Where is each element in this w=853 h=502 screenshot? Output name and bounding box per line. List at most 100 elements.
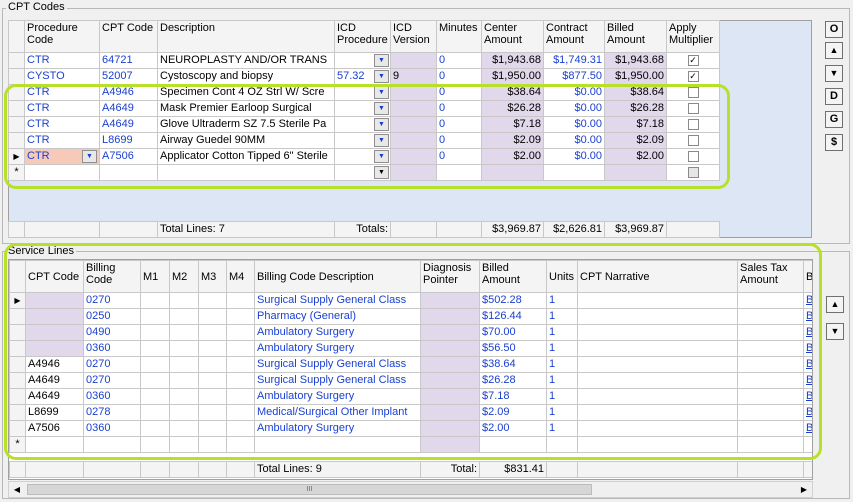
chevron-down-icon[interactable]: ▼ bbox=[374, 86, 389, 99]
row-selector[interactable] bbox=[8, 84, 25, 101]
cpt-row[interactable]: CTR A4649 Mask Premier Earloop Surgical ▼ 0 $… bbox=[8, 100, 720, 117]
cpt-code-cell[interactable]: A4649 bbox=[99, 100, 158, 117]
m3-cell[interactable] bbox=[198, 372, 227, 389]
service-row[interactable]: ▶ 0270 Surgical Supply General Class $502.2… bbox=[9, 292, 812, 309]
cpt-narrative-cell[interactable] bbox=[577, 404, 738, 421]
m2-cell[interactable] bbox=[169, 324, 199, 341]
apply-multiplier-cell[interactable] bbox=[666, 100, 720, 117]
m1-cell[interactable] bbox=[140, 436, 170, 453]
row-selector[interactable] bbox=[8, 132, 25, 149]
procedure-code-cell[interactable]: CYSTO bbox=[24, 68, 100, 85]
service-billed-amount-cell[interactable]: $126.44 bbox=[479, 308, 547, 325]
bi-cell[interactable]: Bi bbox=[803, 308, 812, 325]
billing-code-description-cell[interactable]: Surgical Supply General Class bbox=[254, 356, 421, 373]
chevron-down-icon[interactable]: ▼ bbox=[374, 70, 389, 83]
bi-cell[interactable]: Bi bbox=[803, 372, 812, 389]
g-button[interactable]: G bbox=[825, 111, 843, 128]
procedure-code-cell[interactable]: CTR bbox=[24, 132, 100, 149]
chevron-down-icon[interactable]: ▼ bbox=[374, 134, 389, 147]
billing-code-description-cell[interactable] bbox=[254, 436, 421, 453]
col-service-cpt-code[interactable]: CPT Code bbox=[25, 260, 84, 293]
service-row[interactable]: 0360 Ambulatory Surgery $56.501 Bi bbox=[9, 340, 812, 357]
billing-code-cell[interactable]: 0270 bbox=[83, 292, 141, 309]
col-m3[interactable]: M3 bbox=[198, 260, 227, 293]
billing-code-cell[interactable]: 0490 bbox=[83, 324, 141, 341]
service-move-up-button[interactable]: ▲ bbox=[826, 296, 844, 313]
m3-cell[interactable] bbox=[198, 420, 227, 437]
diagnosis-pointer-cell[interactable] bbox=[420, 404, 480, 421]
cpt-narrative-cell[interactable] bbox=[577, 340, 738, 357]
row-selector[interactable] bbox=[8, 116, 25, 133]
icd-procedure-dropdown[interactable]: ▼ bbox=[334, 116, 391, 133]
apply-multiplier-cell[interactable] bbox=[666, 148, 720, 165]
contract-amount-cell[interactable]: $0.00 bbox=[543, 116, 605, 133]
bi-cell[interactable]: Bi bbox=[803, 388, 812, 405]
bi-cell[interactable]: Bi bbox=[803, 340, 812, 357]
d-button[interactable]: D bbox=[825, 88, 843, 105]
service-row[interactable]: 0490 Ambulatory Surgery $70.001 Bi bbox=[9, 324, 812, 341]
icd-procedure-dropdown[interactable]: ▼ bbox=[334, 164, 391, 181]
col-units[interactable]: Units bbox=[546, 260, 578, 293]
procedure-code-cell[interactable] bbox=[24, 164, 100, 181]
units-cell[interactable]: 1 bbox=[546, 388, 578, 405]
units-cell[interactable]: 1 bbox=[546, 404, 578, 421]
diagnosis-pointer-cell[interactable] bbox=[420, 308, 480, 325]
contract-amount-cell[interactable]: $0.00 bbox=[543, 84, 605, 101]
service-billed-amount-cell[interactable]: $2.00 bbox=[479, 420, 547, 437]
col-billing-code[interactable]: Billing Code bbox=[83, 260, 141, 293]
procedure-code-cell[interactable]: CTR bbox=[24, 116, 100, 133]
billing-code-description-cell[interactable]: Surgical Supply General Class bbox=[254, 372, 421, 389]
row-selector[interactable] bbox=[8, 100, 25, 117]
chevron-down-icon[interactable]: ▼ bbox=[374, 166, 389, 179]
apply-multiplier-checkbox[interactable] bbox=[687, 166, 699, 178]
m2-cell[interactable] bbox=[169, 404, 199, 421]
description-cell[interactable] bbox=[157, 164, 335, 181]
units-cell[interactable]: 1 bbox=[546, 340, 578, 357]
cpt-code-cell[interactable] bbox=[99, 164, 158, 181]
billing-code-cell[interactable]: 0360 bbox=[83, 340, 141, 357]
m4-cell[interactable] bbox=[226, 436, 255, 453]
m1-cell[interactable] bbox=[140, 420, 170, 437]
m3-cell[interactable] bbox=[198, 292, 227, 309]
m1-cell[interactable] bbox=[140, 292, 170, 309]
diagnosis-pointer-cell[interactable] bbox=[420, 436, 480, 453]
cpt-narrative-cell[interactable] bbox=[577, 324, 738, 341]
m2-cell[interactable] bbox=[169, 388, 199, 405]
m1-cell[interactable] bbox=[140, 340, 170, 357]
current-row-indicator-icon[interactable]: ▶ bbox=[9, 292, 26, 309]
apply-multiplier-cell[interactable] bbox=[666, 164, 720, 181]
col-icd-version[interactable]: ICD Version bbox=[390, 20, 437, 53]
icd-procedure-dropdown[interactable]: ▼ bbox=[334, 148, 391, 165]
description-cell[interactable]: Glove Ultraderm SZ 7.5 Sterile Pa bbox=[157, 116, 335, 133]
diagnosis-pointer-cell[interactable] bbox=[420, 292, 480, 309]
cpt-narrative-cell[interactable] bbox=[577, 356, 738, 373]
procedure-code-cell[interactable]: CTR ▼ bbox=[24, 148, 100, 165]
row-selector[interactable] bbox=[8, 52, 25, 69]
procedure-code-cell[interactable]: CTR bbox=[24, 84, 100, 101]
description-cell[interactable]: Specimen Cont 4 OZ Strl W/ Scre bbox=[157, 84, 335, 101]
dollar-button[interactable]: $ bbox=[825, 134, 843, 151]
sales-tax-amount-cell[interactable] bbox=[737, 436, 804, 453]
minutes-cell[interactable] bbox=[436, 164, 482, 181]
units-cell[interactable] bbox=[546, 436, 578, 453]
diagnosis-pointer-cell[interactable] bbox=[420, 388, 480, 405]
billing-code-cell[interactable]: 0270 bbox=[83, 356, 141, 373]
apply-multiplier-cell[interactable] bbox=[666, 116, 720, 133]
service-billed-amount-cell[interactable]: $2.09 bbox=[479, 404, 547, 421]
billing-code-description-cell[interactable]: Pharmacy (General) bbox=[254, 308, 421, 325]
col-m2[interactable]: M2 bbox=[169, 260, 199, 293]
apply-multiplier-checkbox[interactable]: ✓ bbox=[687, 70, 699, 82]
minutes-cell[interactable]: 0 bbox=[436, 84, 482, 101]
icd-procedure-dropdown[interactable]: ▼ bbox=[334, 84, 391, 101]
contract-amount-cell[interactable]: $0.00 bbox=[543, 132, 605, 149]
diagnosis-pointer-cell[interactable] bbox=[420, 420, 480, 437]
description-cell[interactable]: Mask Premier Earloop Surgical bbox=[157, 100, 335, 117]
col-minutes[interactable]: Minutes bbox=[436, 20, 482, 53]
contract-amount-cell[interactable]: $0.00 bbox=[543, 100, 605, 117]
m1-cell[interactable] bbox=[140, 324, 170, 341]
row-selector[interactable] bbox=[9, 340, 26, 357]
m2-cell[interactable] bbox=[169, 340, 199, 357]
m2-cell[interactable] bbox=[169, 356, 199, 373]
row-selector[interactable] bbox=[9, 308, 26, 325]
